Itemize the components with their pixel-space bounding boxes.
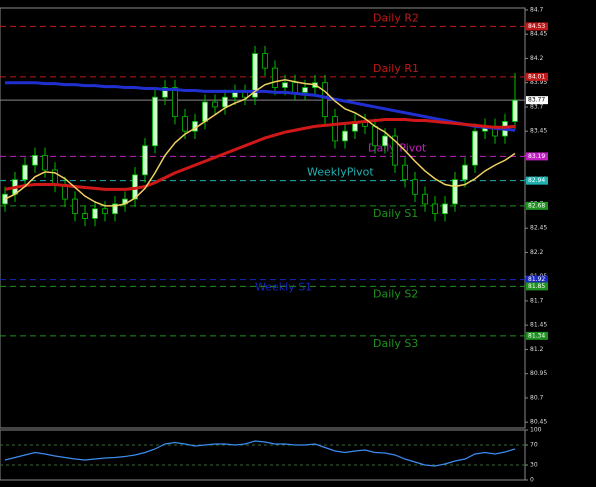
candle-body	[142, 145, 148, 176]
candle-body	[82, 213, 88, 219]
price-tag	[526, 176, 548, 185]
level-label: Daily S1	[373, 207, 418, 220]
price-tag-label: 81.34	[528, 332, 545, 339]
candle-body	[102, 208, 108, 215]
candle-body	[262, 53, 268, 69]
y-tick-label: 83.45	[530, 128, 547, 135]
price-tag	[526, 72, 548, 81]
moving-average	[5, 81, 516, 132]
last-price-tag	[526, 96, 548, 105]
candle-body	[392, 135, 398, 166]
candle-body	[432, 203, 438, 215]
price-tag-label: 81.92	[528, 276, 545, 283]
y-tick-label: 84.45	[530, 31, 547, 38]
candle-body	[302, 87, 308, 93]
y-tick-label: 84.7	[530, 6, 544, 13]
candle-body	[182, 116, 188, 132]
level-label: Daily S2	[373, 287, 418, 300]
level-label: WeeklyPivot	[307, 166, 374, 179]
price-tag	[526, 275, 548, 284]
candle-body	[112, 203, 118, 215]
price-tag	[526, 331, 548, 340]
candle-body	[422, 193, 428, 205]
candle-body	[42, 155, 48, 171]
osc-tick-label: 100	[530, 427, 542, 434]
price-tag	[526, 152, 548, 161]
candle-body	[92, 208, 98, 219]
y-tick-label: 84.2	[530, 55, 544, 62]
oscillator-line	[4, 440, 516, 467]
osc-tick-label: 70	[530, 442, 538, 449]
y-tick-label: 80.45	[530, 419, 547, 426]
candle-body	[212, 101, 218, 108]
candle-body	[412, 179, 418, 195]
candle-body	[442, 203, 448, 215]
level-label: Daily S3	[373, 337, 418, 350]
oscillator-panel	[0, 429, 526, 481]
price-tag-label: 82.94	[528, 177, 545, 184]
candle-body	[162, 87, 168, 98]
candle-body	[452, 179, 458, 205]
candle-body	[382, 135, 388, 147]
candle-body	[242, 91, 248, 98]
price-tag-label: 84.53	[528, 23, 545, 30]
moving-average	[4, 79, 516, 207]
candle-body	[32, 155, 38, 166]
candle-body	[222, 96, 228, 108]
price-tag	[526, 282, 548, 291]
main-panel	[0, 7, 526, 429]
y-tick-label: 83.95	[530, 79, 547, 86]
candle-body	[282, 82, 288, 88]
level-label: Weekly S1	[255, 281, 312, 294]
candle-body	[342, 130, 348, 142]
candle-body	[232, 91, 238, 98]
level-label: Daily R1	[373, 62, 419, 75]
price-tag-label: 81.85	[528, 283, 545, 290]
osc-tick-label: 0	[530, 477, 534, 484]
price-tag-label: 82.68	[528, 202, 545, 209]
y-tick-label: 82.45	[530, 225, 547, 232]
candle-body	[402, 164, 408, 181]
candle-body	[512, 99, 518, 122]
candle-body	[372, 125, 378, 147]
candle-body	[272, 67, 278, 88]
y-tick-label: 80.7	[530, 394, 544, 401]
candle-body	[72, 198, 78, 215]
y-tick-label: 82.2	[530, 249, 544, 256]
candle-body	[292, 82, 298, 93]
candle-body	[172, 87, 178, 118]
level-label: Daily R2	[373, 11, 419, 24]
candle-body	[322, 82, 328, 118]
candle-body	[22, 164, 28, 181]
candle-body	[332, 116, 338, 142]
y-tick-label: 80.95	[530, 370, 547, 377]
price-tag-label: 84.01	[528, 73, 545, 80]
candle-body	[252, 53, 258, 98]
moving-average	[4, 118, 516, 191]
y-tick-label: 81.45	[530, 322, 547, 329]
price-tag	[526, 201, 548, 210]
last-price-label: 83.77	[528, 97, 545, 104]
candle-body	[152, 96, 158, 147]
y-tick-label: 81.2	[530, 346, 544, 353]
price-tag-label: 83.19	[528, 153, 545, 160]
osc-tick-label: 30	[530, 462, 538, 469]
candle-body	[472, 130, 478, 166]
y-tick-label: 83.7	[530, 103, 544, 110]
candle-body	[462, 164, 468, 181]
price-tag	[526, 22, 548, 31]
y-tick-label: 81.7	[530, 297, 544, 304]
candle-body	[202, 101, 208, 122]
